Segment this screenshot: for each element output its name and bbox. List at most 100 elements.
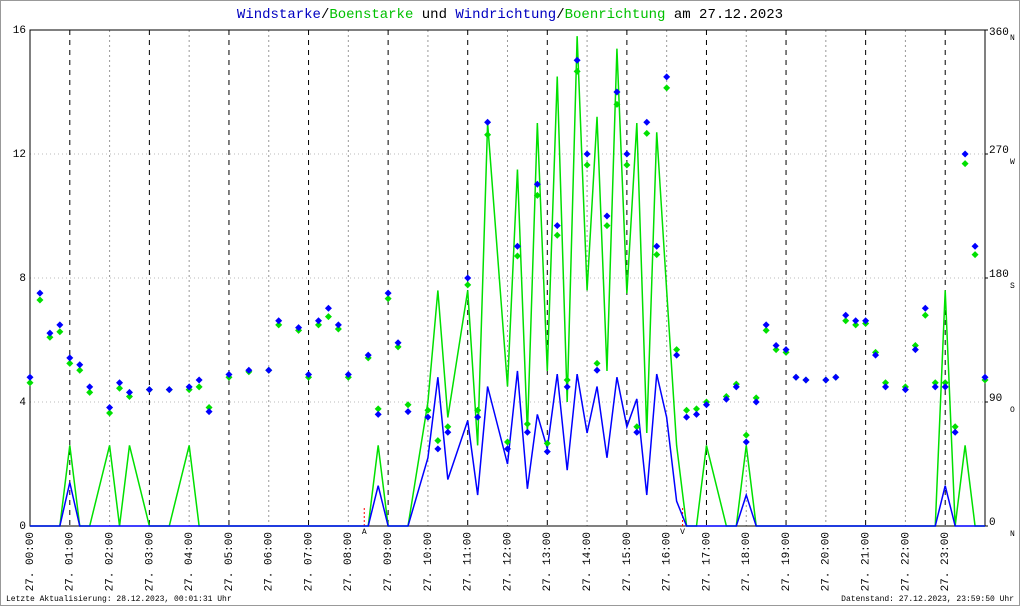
direction-point xyxy=(702,401,710,409)
direction-point xyxy=(961,160,969,168)
direction-point xyxy=(116,384,124,392)
direction-point xyxy=(593,359,601,367)
direction-point xyxy=(633,428,641,436)
direction-point xyxy=(205,408,213,416)
direction-point xyxy=(822,376,830,384)
direction-point xyxy=(86,383,94,391)
direction-point xyxy=(474,406,482,414)
y-tick-label: 12 xyxy=(13,149,26,161)
direction-point xyxy=(125,388,133,396)
direction-point xyxy=(404,401,412,409)
x-tick-label: 27. 15:00 xyxy=(622,532,634,591)
x-tick-label: 27. 07:00 xyxy=(303,532,315,591)
direction-point xyxy=(673,351,681,359)
x-tick-label: 27. 00:00 xyxy=(25,532,37,591)
direction-point xyxy=(792,373,800,381)
direction-point xyxy=(185,383,193,391)
x-tick-label: 27. 22:00 xyxy=(900,532,912,591)
direction-point xyxy=(921,304,929,312)
direction-point xyxy=(26,373,34,381)
direction-point xyxy=(424,406,432,414)
direction-point xyxy=(324,313,332,321)
direction-point xyxy=(384,289,392,297)
x-tick-label: 27. 02:00 xyxy=(104,532,116,591)
compass-label: N xyxy=(1010,530,1015,539)
title-part: und xyxy=(413,7,455,23)
x-tick-label: 27. 11:00 xyxy=(463,532,475,591)
x-tick-label: 27. 19:00 xyxy=(781,532,793,591)
direction-point xyxy=(683,406,691,414)
direction-point xyxy=(752,398,760,406)
direction-point xyxy=(842,311,850,319)
direction-point xyxy=(523,420,531,428)
direction-point xyxy=(563,383,571,391)
direction-point xyxy=(613,88,621,96)
direction-point xyxy=(245,366,253,374)
direction-point xyxy=(941,383,949,391)
direction-point xyxy=(504,438,511,446)
direction-point xyxy=(434,445,442,453)
compass-label: W xyxy=(1010,158,1015,167)
direction-point xyxy=(404,408,412,416)
direction-point xyxy=(444,428,452,436)
direction-point xyxy=(334,325,342,333)
direction-point xyxy=(464,274,472,282)
direction-point xyxy=(693,405,701,413)
x-tick-label: 27. 08:00 xyxy=(343,532,355,591)
direction-point xyxy=(643,129,651,137)
direction-point xyxy=(553,231,561,239)
direction-point xyxy=(424,413,432,421)
y-tick-label: 4 xyxy=(19,397,26,409)
y2-tick-label: 270 xyxy=(989,145,1009,157)
compass-label: N xyxy=(1010,34,1015,43)
direction-point xyxy=(56,328,64,336)
direction-point xyxy=(504,445,511,453)
direction-point xyxy=(195,376,203,384)
direction-point xyxy=(205,404,213,412)
direction-point xyxy=(802,376,810,384)
direction-point xyxy=(484,118,492,126)
direction-point xyxy=(46,329,54,337)
title-part: Windstarke xyxy=(237,7,321,23)
y2-tick-label: 0 xyxy=(989,517,996,529)
direction-point xyxy=(882,379,890,387)
direction-point xyxy=(921,311,929,319)
direction-point xyxy=(36,289,44,297)
direction-point xyxy=(125,392,133,400)
direction-point xyxy=(852,317,860,325)
direction-point xyxy=(76,361,84,369)
direction-point xyxy=(523,428,531,436)
direction-point xyxy=(961,150,969,158)
direction-point xyxy=(56,321,64,329)
plot-border xyxy=(29,29,986,527)
direction-point xyxy=(742,431,750,439)
direction-point xyxy=(722,395,730,403)
direction-point xyxy=(981,373,989,381)
x-tick-label: 27. 04:00 xyxy=(184,532,196,591)
direction-point xyxy=(145,386,153,394)
direction-point xyxy=(36,296,44,304)
direction-point xyxy=(295,324,303,332)
direction-point xyxy=(951,423,959,431)
direction-point xyxy=(882,383,890,391)
x-tick-label: 27. 10:00 xyxy=(423,532,435,591)
y-tick-label: 16 xyxy=(13,25,26,37)
x-tick-label: 27. 13:00 xyxy=(542,532,554,591)
direction-point xyxy=(583,161,591,169)
direction-point xyxy=(573,56,581,64)
direction-point xyxy=(772,346,780,354)
direction-point xyxy=(374,405,382,413)
direction-point xyxy=(464,281,472,289)
x-tick-label: 27. 17:00 xyxy=(701,532,713,591)
direction-point xyxy=(663,84,671,92)
direction-point xyxy=(872,351,880,359)
direction-point xyxy=(613,100,621,108)
direction-point xyxy=(324,304,332,312)
x-tick-label: 27. 05:00 xyxy=(224,532,236,591)
direction-point xyxy=(862,317,870,325)
direction-point xyxy=(533,180,541,188)
direction-point xyxy=(344,370,352,378)
direction-point xyxy=(573,67,581,75)
x-tick-label: 27. 12:00 xyxy=(502,532,514,591)
